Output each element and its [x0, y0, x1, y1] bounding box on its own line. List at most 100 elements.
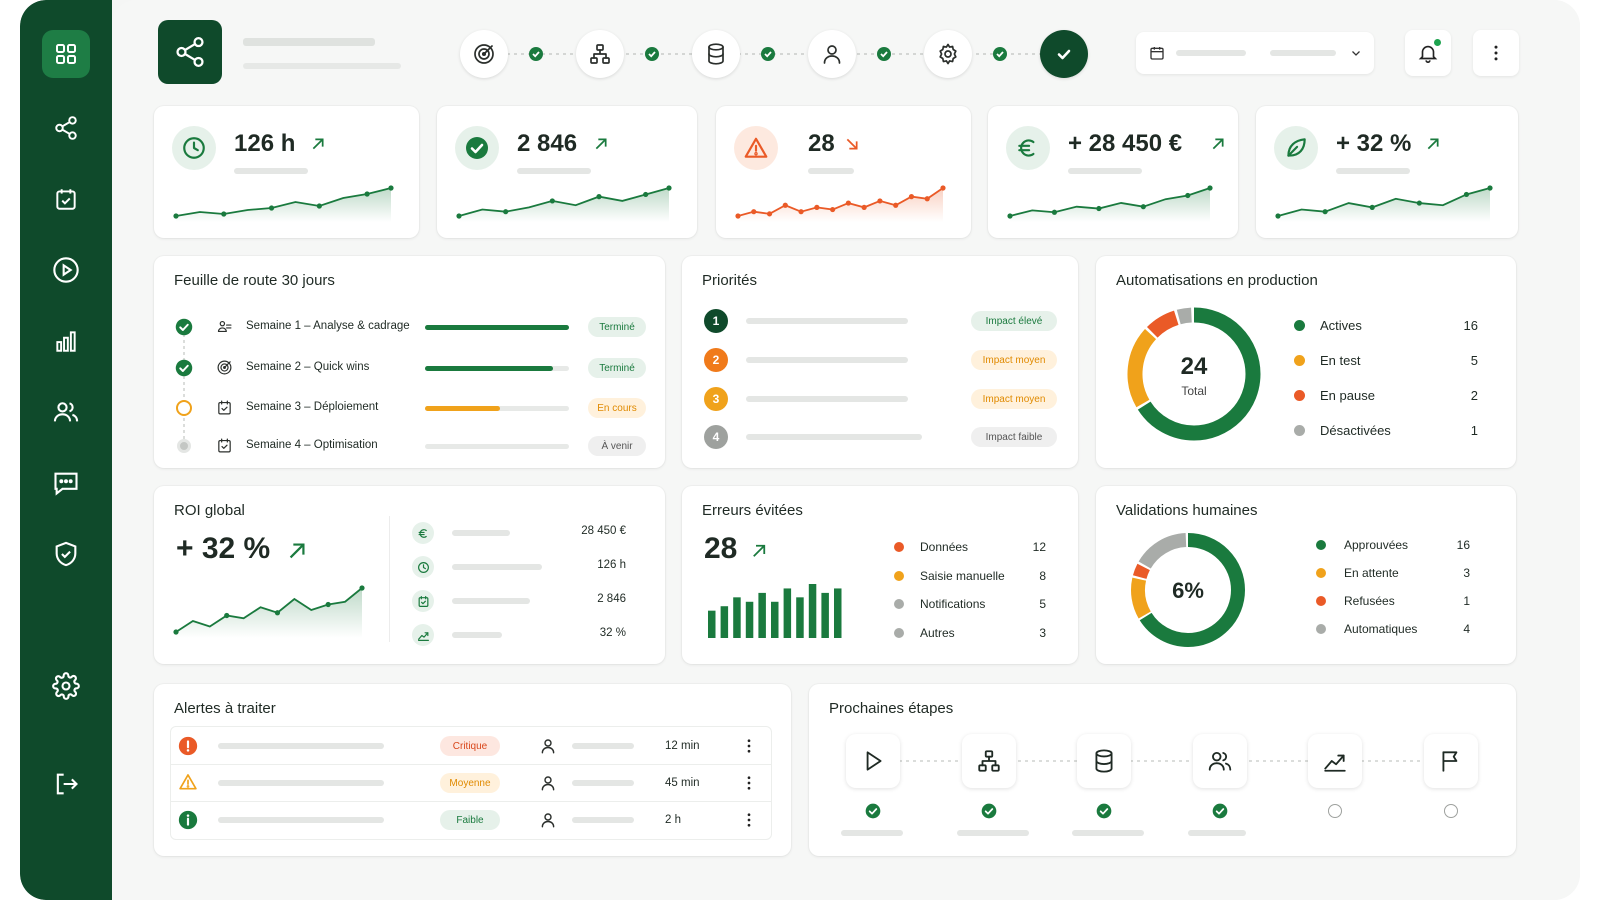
sparkline-area	[738, 188, 943, 222]
chevron-down-icon[interactable]	[1350, 47, 1362, 59]
sidebar-item-planning[interactable]	[42, 175, 90, 223]
next-step-trend[interactable]	[1308, 734, 1362, 788]
automations-title: Automatisations en production	[1116, 272, 1318, 289]
date-range-picker[interactable]	[1136, 32, 1374, 74]
priority-placeholder	[746, 357, 908, 363]
app-logo	[158, 20, 222, 84]
roadmap-row[interactable]: Semaine 4 – Optimisation À venir	[154, 435, 665, 457]
sparkline-point	[666, 185, 672, 191]
roi-value: + 32 %	[176, 532, 271, 565]
sidebar-item-dashboard[interactable]	[42, 30, 90, 78]
automations-total-label: Total	[1181, 384, 1207, 398]
sidebar-item-runs[interactable]	[42, 246, 90, 294]
play-icon	[866, 751, 882, 771]
sidebar-item-workflows[interactable]	[42, 104, 90, 152]
sparkline-area	[459, 188, 669, 222]
more-vertical-icon[interactable]	[740, 811, 758, 829]
priority-row[interactable]: 4 Impact faible	[682, 424, 1078, 450]
roadmap-row[interactable]: Semaine 2 – Quick wins Terminé	[154, 357, 665, 379]
sparkline-point	[596, 194, 602, 200]
sidebar-item-security[interactable]	[42, 530, 90, 578]
warning-icon	[179, 774, 197, 790]
more-menu-button[interactable]	[1473, 30, 1519, 76]
sparkline-point	[274, 610, 281, 616]
more-vertical-icon[interactable]	[740, 774, 758, 792]
errors-card: Erreurs évitées 28 Données 12 Saisie manue…	[682, 486, 1078, 664]
title-placeholder	[243, 38, 375, 46]
bell-icon	[1418, 45, 1438, 63]
sparkline-point	[1369, 204, 1375, 210]
sparkline-point	[316, 203, 322, 209]
roadmap-row-label: Semaine 3 – Déploiement	[246, 401, 379, 413]
sparkline-point	[173, 629, 179, 635]
sidebar-item-analytics[interactable]	[42, 317, 90, 365]
errors-value: 28	[704, 532, 738, 565]
check-icon	[532, 51, 540, 58]
alert-row[interactable]: Critique 12 min	[170, 732, 772, 760]
kpi-value: 28	[808, 130, 835, 157]
assignee-placeholder	[572, 780, 634, 786]
legend-label: Données	[920, 540, 969, 554]
status-badge: Terminé	[588, 317, 646, 337]
sparkline-point	[643, 191, 649, 198]
next-step-users[interactable]	[1192, 734, 1247, 788]
more-vertical-icon[interactable]	[740, 737, 758, 755]
sidebar-item-logout[interactable]	[42, 760, 90, 808]
kpi-sparkline	[1007, 185, 1213, 222]
sparkline-point	[1463, 191, 1470, 198]
check-circle-icon	[981, 803, 996, 819]
row-divider	[170, 801, 772, 802]
sidebar-item-messages[interactable]	[42, 459, 90, 507]
next-step-database[interactable]	[1077, 734, 1131, 788]
date-placeholder	[1176, 50, 1246, 56]
legend-label: Refusées	[1344, 594, 1395, 608]
warning-icon	[744, 137, 768, 158]
legend-label: En pause	[1320, 388, 1375, 403]
priority-row[interactable]: 3 Impact moyen	[682, 386, 1078, 412]
legend-value: 3	[1039, 625, 1046, 640]
next-step-flag[interactable]	[1423, 734, 1478, 788]
sidebar-item-settings[interactable]	[42, 662, 90, 710]
sparkline-area	[176, 588, 362, 638]
subtitle-placeholder	[243, 63, 401, 69]
step-settings[interactable]	[924, 30, 972, 78]
roadmap-row[interactable]: Semaine 1 – Analyse & cadrage Terminé	[154, 316, 665, 338]
kpi-icon-badge	[172, 126, 216, 170]
roi-row-placeholder	[452, 530, 510, 536]
legend-value: 4	[1463, 622, 1470, 636]
alert-row[interactable]: Moyenne 45 min	[170, 769, 772, 797]
roadmap-timeline	[183, 328, 185, 446]
step-check[interactable]	[1040, 30, 1088, 78]
share-icon	[176, 36, 204, 68]
user-icon	[541, 776, 555, 791]
sidebar-item-users[interactable]	[42, 388, 90, 436]
sparkline-point	[325, 601, 331, 608]
legend-label: Notifications	[920, 597, 986, 611]
share-icon	[55, 116, 77, 140]
target-icon	[217, 360, 232, 375]
roadmap-row[interactable]: Semaine 3 – Déploiement En cours	[154, 397, 665, 419]
notifications-button[interactable]	[1405, 30, 1451, 76]
priority-row[interactable]: 2 Impact moyen	[682, 347, 1078, 373]
alert-row[interactable]: Faible 2 h	[170, 806, 772, 834]
step-target[interactable]	[460, 30, 508, 78]
priority-row[interactable]: 1 Impact élevé	[682, 308, 1078, 334]
roi-row-value: 28 450 €	[581, 525, 626, 537]
step-hierarchy[interactable]	[576, 30, 624, 78]
legend-dot	[1294, 390, 1305, 401]
severity-badge: Critique	[440, 736, 500, 756]
kpi-sparkline	[173, 185, 394, 222]
step-database[interactable]	[692, 30, 740, 78]
next-step-hierarchy[interactable]	[961, 734, 1016, 788]
step-user[interactable]	[808, 30, 856, 78]
sparkline-point	[814, 204, 820, 210]
check-icon	[648, 51, 656, 58]
alert-placeholder	[218, 817, 384, 823]
next-step-play[interactable]	[846, 734, 900, 788]
priority-placeholder	[746, 396, 908, 402]
automations-total: 24	[1180, 353, 1208, 380]
kpi-label-placeholder	[808, 168, 854, 174]
roi-title: ROI global	[174, 502, 245, 519]
next-steps-connectors	[899, 760, 1449, 762]
